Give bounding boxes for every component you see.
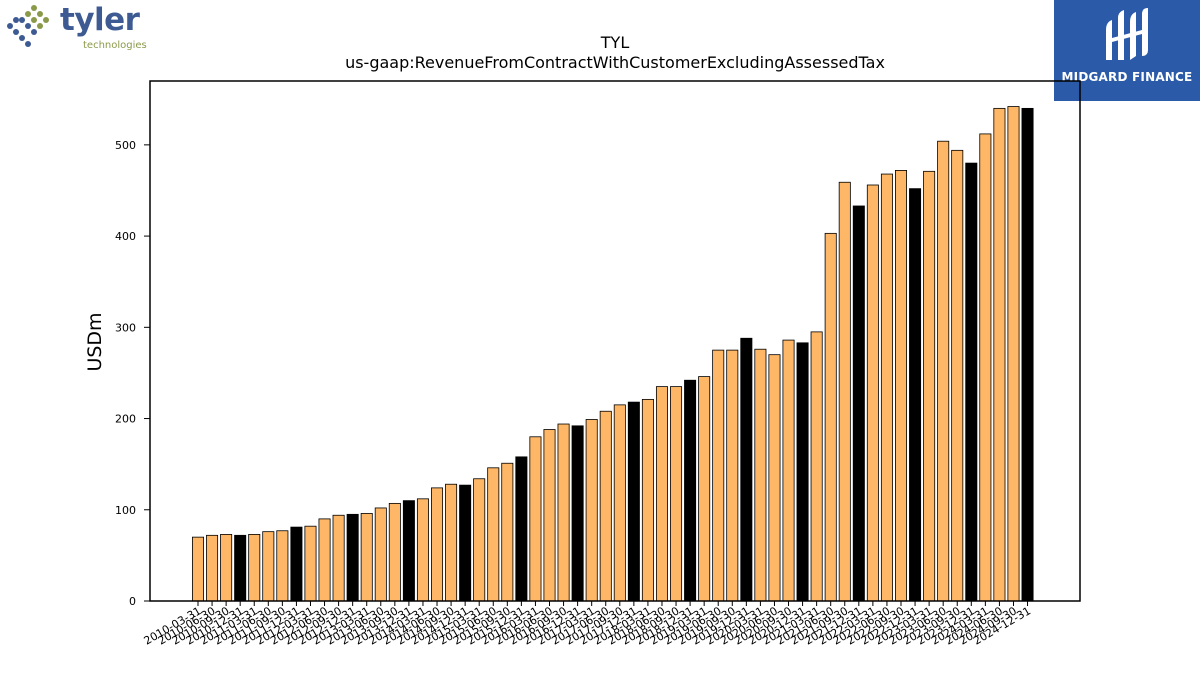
bar-2020-03-31 <box>754 348 767 602</box>
bar-2015-06-30 <box>487 467 500 602</box>
bar-2023-12-31 <box>965 162 978 602</box>
bar-2010-06-30 <box>206 534 219 602</box>
bar-2010-12-31 <box>234 534 247 602</box>
bar-2015-09-30 <box>501 462 514 602</box>
bar-2015-12-31 <box>515 456 528 602</box>
bar-2016-03-31 <box>529 436 542 602</box>
x-axis: 2010-03-312010-06-302010-09-302010-12-31… <box>142 601 1033 648</box>
bar-2021-06-30 <box>824 232 837 602</box>
bar-2014-06-30 <box>431 487 444 602</box>
y-tick-label: 500 <box>115 139 136 152</box>
bar-2021-03-31 <box>810 331 823 602</box>
bar-2010-03-31 <box>191 536 204 602</box>
bar-2024-03-31 <box>979 133 992 602</box>
bar-2012-03-31 <box>304 525 317 602</box>
bar-2020-09-30 <box>782 339 795 602</box>
bar-2016-12-31 <box>571 425 584 602</box>
y-tick-label: 100 <box>115 504 136 517</box>
bar-2023-03-31 <box>923 170 936 602</box>
bar-2013-03-31 <box>360 513 373 602</box>
bar-2017-06-30 <box>599 410 612 602</box>
bar-2017-12-31 <box>627 401 640 602</box>
bar-2019-03-31 <box>698 376 711 602</box>
bar-2011-09-30 <box>276 530 289 602</box>
plot-frame <box>149 80 1081 602</box>
bar-2011-06-30 <box>262 531 275 602</box>
bar-2012-06-30 <box>318 518 331 602</box>
chart-title: TYL <box>600 33 630 52</box>
bar-2013-06-30 <box>374 507 387 602</box>
bar-2020-12-31 <box>796 342 809 602</box>
bar-2019-09-30 <box>726 349 739 602</box>
bar-2022-03-31 <box>866 184 879 602</box>
bar-2024-09-30 <box>1007 106 1020 602</box>
bar-2011-12-31 <box>290 526 303 602</box>
bar-2018-03-31 <box>641 398 654 602</box>
bar-2011-03-31 <box>248 534 261 602</box>
bar-2014-03-31 <box>416 498 429 602</box>
y-tick-label: 0 <box>129 595 136 608</box>
bar-2019-06-30 <box>712 349 725 602</box>
midgard-mark-icon <box>1106 8 1148 60</box>
bar-2010-09-30 <box>220 534 233 602</box>
tyler-dots-icon <box>7 5 49 47</box>
bar-2020-06-30 <box>768 354 781 602</box>
y-tick-label: 200 <box>115 413 136 426</box>
bar-2021-09-30 <box>838 181 851 602</box>
chart-subtitle: us-gaap:RevenueFromContractWithCustomerE… <box>345 53 885 72</box>
bar-2019-12-31 <box>740 337 753 602</box>
bar-2014-09-30 <box>445 483 458 602</box>
bar-2015-03-31 <box>473 478 486 602</box>
bar-2024-12-31 <box>1021 107 1034 602</box>
bar-2022-12-31 <box>909 188 922 602</box>
bar-2017-03-31 <box>585 419 598 602</box>
bar-2016-06-30 <box>543 429 556 602</box>
bar-2022-06-30 <box>880 173 893 602</box>
bar-2014-12-31 <box>459 484 472 602</box>
midgard-finance-logo: MIDGARD FINANCE <box>1054 0 1200 101</box>
bar-2012-09-30 <box>332 514 345 602</box>
bar-2021-12-31 <box>852 205 865 602</box>
bar-2018-12-31 <box>684 379 697 602</box>
bar-2013-12-31 <box>402 500 415 602</box>
y-tick-label: 300 <box>115 321 136 334</box>
bar-2017-09-30 <box>613 404 626 602</box>
bar-2013-09-30 <box>388 502 401 602</box>
tyler-technologies-logo: tyler technologies <box>4 2 154 54</box>
bars-group <box>191 106 1034 602</box>
midgard-finance-wordmark: MIDGARD FINANCE <box>1061 70 1193 84</box>
bar-2023-06-30 <box>937 140 950 602</box>
bar-2012-12-31 <box>346 513 359 602</box>
tyler-logo-subtitle: technologies <box>83 40 147 51</box>
tyler-logo-word: tyler <box>60 2 140 38</box>
bar-2018-09-30 <box>670 386 683 602</box>
bar-2024-06-30 <box>993 107 1006 602</box>
y-tick-label: 400 <box>115 230 136 243</box>
bar-2022-09-30 <box>895 169 908 602</box>
y-axis-label: USDm <box>84 312 106 371</box>
bar-2023-09-30 <box>951 149 964 602</box>
bar-2018-06-30 <box>655 386 668 602</box>
y-axis: 0 100 200 300 400 500 <box>115 139 150 608</box>
bar-2016-09-30 <box>557 423 570 602</box>
